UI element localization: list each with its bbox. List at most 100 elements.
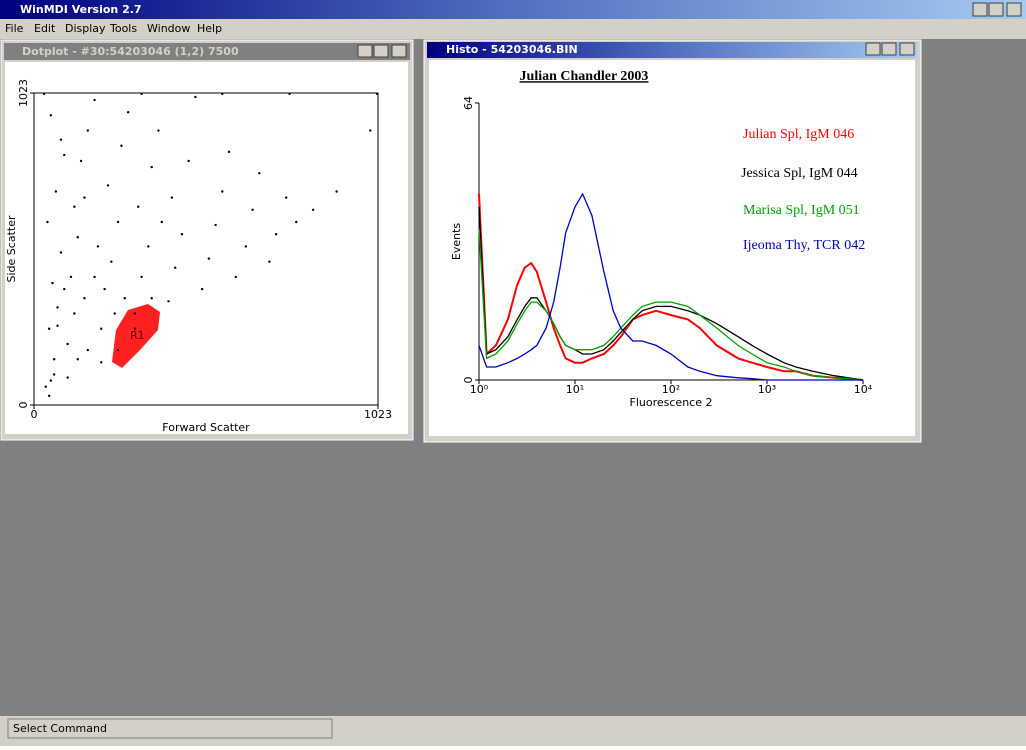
menu-item[interactable]: Display bbox=[65, 22, 106, 35]
x-tick-label: 10⁴ bbox=[854, 383, 873, 396]
point bbox=[113, 312, 116, 315]
chart-title: Julian Chandler 2003 bbox=[520, 69, 649, 84]
x-axis-label: Forward Scatter bbox=[162, 421, 250, 434]
point bbox=[69, 275, 73, 279]
app-controls[interactable] bbox=[972, 2, 1022, 17]
plot-frame bbox=[33, 92, 379, 406]
point bbox=[284, 196, 288, 199]
point bbox=[140, 92, 143, 96]
point bbox=[73, 205, 76, 208]
point bbox=[214, 223, 217, 227]
minimize-button[interactable] bbox=[972, 2, 988, 17]
point bbox=[126, 111, 130, 114]
menu-item[interactable]: Edit bbox=[34, 22, 56, 35]
menu-item[interactable]: File bbox=[5, 22, 24, 35]
x-tick-label: 10³ bbox=[758, 383, 776, 396]
x-tick-label: 10¹ bbox=[566, 383, 584, 396]
x-tick-label: 0 bbox=[31, 408, 38, 421]
point bbox=[56, 306, 59, 309]
point bbox=[52, 373, 56, 376]
point bbox=[96, 245, 100, 248]
close-button[interactable] bbox=[391, 44, 407, 58]
app-title: WinMDI Version 2.7 bbox=[20, 3, 142, 16]
minimize-button[interactable] bbox=[865, 42, 881, 56]
point bbox=[86, 129, 90, 132]
point bbox=[49, 114, 53, 117]
point bbox=[93, 275, 96, 279]
point bbox=[83, 297, 86, 300]
point bbox=[133, 312, 137, 315]
menu-bar bbox=[0, 19, 1026, 39]
point bbox=[157, 129, 160, 132]
restore-button[interactable] bbox=[988, 2, 1004, 17]
window-title: Histo - 54203046.BIN bbox=[446, 43, 578, 56]
point bbox=[295, 220, 298, 224]
series-line bbox=[478, 206, 864, 381]
point bbox=[47, 327, 51, 330]
point bbox=[187, 159, 190, 163]
point bbox=[46, 220, 49, 224]
close-button[interactable] bbox=[899, 42, 915, 56]
close-button[interactable] bbox=[1006, 2, 1022, 17]
minimize-button[interactable] bbox=[357, 44, 373, 58]
point bbox=[59, 251, 63, 254]
menu-item[interactable]: Help bbox=[197, 22, 222, 35]
y-tick-label: 1023 bbox=[17, 79, 30, 107]
point bbox=[194, 95, 197, 99]
point bbox=[100, 327, 103, 330]
app-title-bar bbox=[0, 0, 1026, 19]
point bbox=[123, 297, 126, 300]
point bbox=[44, 385, 47, 388]
point bbox=[174, 266, 177, 269]
window-title-bar bbox=[4, 43, 410, 60]
point bbox=[49, 379, 53, 382]
series-line bbox=[478, 228, 864, 381]
point bbox=[150, 165, 153, 169]
point bbox=[79, 159, 83, 163]
window-title: Dotplot - #30:54203046 (1,2) 7500 bbox=[22, 45, 239, 58]
point bbox=[200, 287, 204, 291]
point bbox=[244, 245, 248, 248]
point bbox=[59, 138, 63, 141]
point bbox=[86, 348, 90, 352]
x-tick-label: 1023 bbox=[364, 408, 392, 421]
plot-canvas bbox=[5, 62, 408, 434]
point bbox=[167, 300, 170, 303]
point bbox=[268, 260, 271, 263]
menu-item[interactable]: Tools bbox=[109, 22, 137, 35]
point bbox=[150, 297, 153, 300]
point bbox=[66, 376, 69, 379]
point bbox=[42, 92, 46, 96]
plot-canvas bbox=[429, 60, 915, 436]
point bbox=[63, 153, 66, 157]
menu-item[interactable]: Window bbox=[147, 22, 190, 35]
point bbox=[258, 172, 261, 175]
legend-entry: Jessica Spl, IgM 044 bbox=[741, 166, 858, 181]
legend-entry: Marisa Spl, IgM 051 bbox=[743, 203, 860, 218]
series-line bbox=[478, 192, 863, 381]
maximize-button[interactable] bbox=[373, 44, 389, 58]
point bbox=[120, 144, 123, 147]
gate-region bbox=[112, 304, 160, 368]
point bbox=[147, 245, 150, 248]
point bbox=[76, 236, 79, 239]
point bbox=[140, 275, 143, 279]
series-line bbox=[478, 193, 864, 381]
y-tick-label: 0 bbox=[462, 377, 475, 384]
point bbox=[103, 287, 106, 291]
point bbox=[227, 150, 231, 154]
point bbox=[56, 324, 59, 327]
point bbox=[76, 358, 79, 361]
point bbox=[133, 327, 137, 330]
point bbox=[66, 342, 69, 346]
maximize-button[interactable] bbox=[881, 42, 897, 56]
status-text: Select Command bbox=[13, 722, 107, 735]
point bbox=[234, 275, 237, 279]
point bbox=[180, 233, 184, 236]
point bbox=[160, 220, 163, 224]
point bbox=[116, 348, 120, 352]
x-tick-label: 10⁰ bbox=[470, 383, 489, 396]
point bbox=[369, 129, 372, 132]
point bbox=[170, 196, 174, 199]
